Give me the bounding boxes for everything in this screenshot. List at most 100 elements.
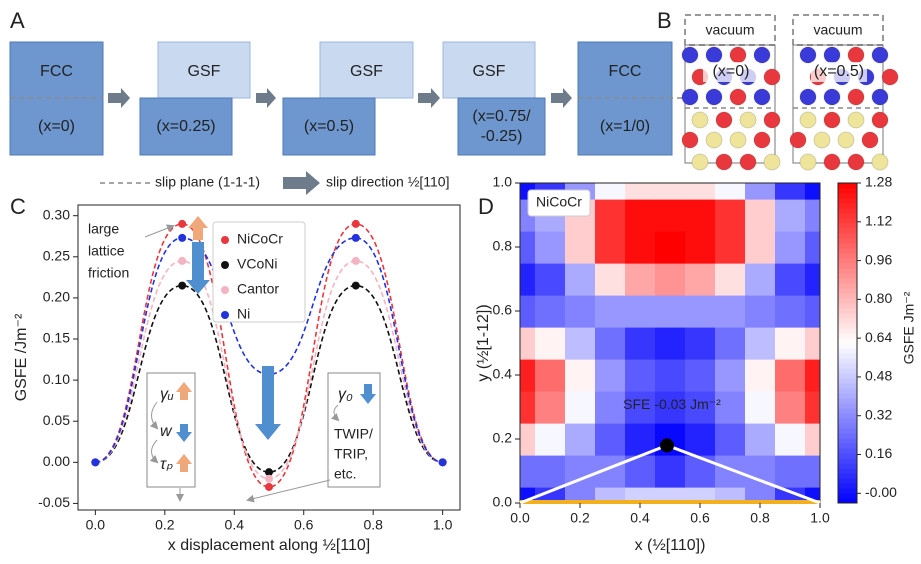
heatmap-cell xyxy=(520,391,536,424)
annotation: lattice xyxy=(88,243,125,259)
colorbar-step xyxy=(838,398,857,404)
vacuum-label: vacuum xyxy=(813,22,862,38)
atom xyxy=(753,46,771,64)
colorbar-step xyxy=(838,403,857,409)
heatmap-cell xyxy=(625,183,656,200)
colorbar-tick-label: -0.00 xyxy=(865,484,897,500)
annotation: τₚ xyxy=(160,456,173,473)
title-box xyxy=(527,189,591,217)
heatmap-cell xyxy=(715,487,746,503)
atom xyxy=(871,46,889,64)
atom xyxy=(861,131,879,149)
heatmap-cell xyxy=(745,231,776,264)
heatmap-cell xyxy=(625,423,656,456)
atom xyxy=(681,131,699,149)
heatmap-cell xyxy=(745,183,776,200)
heatmap-cell xyxy=(745,455,776,488)
legend-label: Cantor xyxy=(237,281,279,297)
heatmap-cell xyxy=(775,295,806,328)
atom xyxy=(799,111,817,129)
heatmap-cell xyxy=(595,231,626,264)
colorbar-step xyxy=(838,193,857,199)
heatmap-cell xyxy=(625,199,656,232)
atom xyxy=(753,88,771,106)
heatmap-cell xyxy=(715,423,746,456)
colorbar-step xyxy=(838,188,857,194)
sfe-point xyxy=(660,438,674,453)
atom xyxy=(847,153,865,171)
step-top-label: GSF xyxy=(350,63,383,80)
colorbar-step xyxy=(838,213,857,219)
legend-box xyxy=(212,221,306,323)
colorbar-step xyxy=(838,368,857,374)
up-arrow xyxy=(188,216,208,240)
up-arrow xyxy=(176,454,192,472)
colorbar-step xyxy=(838,463,857,469)
atom xyxy=(847,111,865,129)
legend-text: slip direction ½[110] xyxy=(326,174,449,190)
legend-marker xyxy=(221,286,229,294)
heatmap-cell xyxy=(775,199,806,232)
heatmap-cell xyxy=(805,295,820,328)
heatmap-cell xyxy=(655,327,686,360)
curved-arrow xyxy=(149,439,159,464)
colorbar-step xyxy=(838,248,857,254)
y-tick-label: 0.2 xyxy=(493,430,513,446)
colorbar-step xyxy=(838,473,857,479)
x-tick-label: 0.4 xyxy=(630,510,650,526)
annotation: TWIP/ xyxy=(334,426,373,442)
colorbar-tick-label: 0.16 xyxy=(865,445,892,461)
atom xyxy=(799,46,817,64)
curved-arrow xyxy=(149,401,159,430)
colorbar-step xyxy=(838,443,857,449)
data-point xyxy=(438,458,447,467)
atom xyxy=(705,46,723,64)
heatmap-cell xyxy=(535,359,566,392)
atom xyxy=(739,111,757,129)
colorbar-tick-label: 0.96 xyxy=(865,251,892,267)
atom xyxy=(729,88,747,106)
heatmap-cell xyxy=(625,263,656,296)
heatmap-cell xyxy=(805,391,820,424)
colorbar-tick-label: 0.48 xyxy=(865,368,892,384)
heatmap-cell xyxy=(775,391,806,424)
panel-label: A xyxy=(10,8,25,33)
data-point xyxy=(178,256,187,265)
heatmap-cell xyxy=(775,231,806,264)
atom xyxy=(881,68,899,86)
colorbar-step xyxy=(838,238,857,244)
step-box xyxy=(577,41,673,156)
colorbar-step xyxy=(838,323,857,329)
heatmap-cell xyxy=(805,327,820,360)
annotation-arrow xyxy=(246,479,331,503)
heatmap-cell xyxy=(745,423,776,456)
colorbar-step xyxy=(838,288,857,294)
heatmap-cell xyxy=(745,199,776,232)
panel-d: D SFE -0.03 Jm⁻² NiCoCr 0.0 0.2 0.4 0.6 0.8 1.0 0… xyxy=(475,174,916,555)
colorbar-step xyxy=(838,258,857,264)
step-bottom-label: (x=0) xyxy=(38,118,75,135)
heatmap-cell xyxy=(625,391,656,424)
colorbar-tick-label: 0.80 xyxy=(865,290,892,306)
series-line xyxy=(95,284,443,473)
heatmap-cell xyxy=(535,455,566,488)
atom xyxy=(823,153,841,171)
atom xyxy=(799,153,817,171)
down-arrow xyxy=(176,424,192,442)
heatmap-cell xyxy=(595,423,626,456)
heatmap-cell xyxy=(595,327,626,360)
colorbar-step xyxy=(838,278,857,284)
heatmap-cell xyxy=(775,359,806,392)
colorbar-step xyxy=(838,273,857,279)
colorbar-step xyxy=(838,313,857,319)
colorbar-step xyxy=(838,283,857,289)
colorbar-step xyxy=(838,428,857,434)
heatmap-cell xyxy=(535,295,566,328)
data-point xyxy=(351,256,360,265)
heatmap-cell xyxy=(805,199,820,232)
heatmap-cell xyxy=(715,295,746,328)
panel-label: B xyxy=(657,8,672,33)
colorbar-step xyxy=(838,198,857,204)
heatmap-cell xyxy=(535,327,566,360)
atom xyxy=(729,131,747,149)
